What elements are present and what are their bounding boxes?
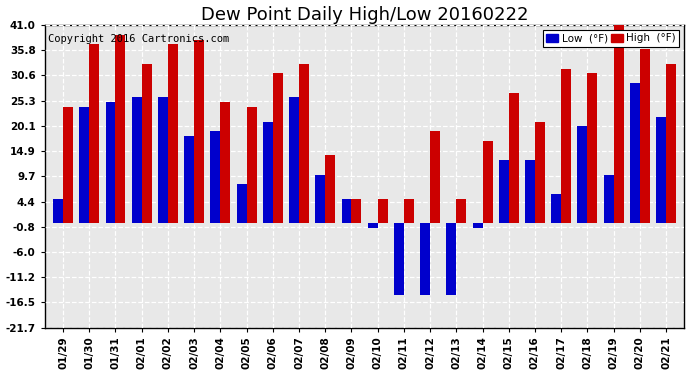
Bar [404, 199, 414, 223]
Bar [273, 74, 283, 223]
Bar [89, 44, 99, 223]
Bar [351, 199, 362, 223]
Bar [656, 117, 666, 223]
Bar [141, 64, 152, 223]
Bar [561, 69, 571, 223]
Bar [499, 160, 509, 223]
Bar [604, 175, 613, 223]
Bar [482, 141, 493, 223]
Bar [237, 184, 246, 223]
Bar [132, 98, 141, 223]
Bar [456, 199, 466, 223]
Bar [53, 199, 63, 223]
Bar [289, 98, 299, 223]
Bar [420, 223, 430, 295]
Bar [446, 223, 456, 295]
Text: Copyright 2016 Cartronics.com: Copyright 2016 Cartronics.com [48, 34, 229, 44]
Bar [325, 155, 335, 223]
Bar [63, 107, 73, 223]
Bar [263, 122, 273, 223]
Bar [630, 83, 640, 223]
Bar [535, 122, 545, 223]
Bar [525, 160, 535, 223]
Bar [509, 93, 519, 223]
Title: Dew Point Daily High/Low 20160222: Dew Point Daily High/Low 20160222 [201, 6, 529, 24]
Bar [587, 74, 598, 223]
Bar [368, 223, 377, 228]
Bar [246, 107, 257, 223]
Bar [210, 131, 220, 223]
Legend: Low  (°F), High  (°F): Low (°F), High (°F) [543, 30, 679, 46]
Bar [315, 175, 325, 223]
Bar [578, 126, 587, 223]
Bar [220, 102, 230, 223]
Bar [342, 199, 351, 223]
Bar [666, 64, 676, 223]
Bar [640, 49, 650, 223]
Bar [394, 223, 404, 295]
Bar [430, 131, 440, 223]
Bar [106, 102, 115, 223]
Bar [551, 194, 561, 223]
Bar [115, 35, 126, 223]
Bar [184, 136, 194, 223]
Bar [299, 64, 309, 223]
Bar [168, 44, 178, 223]
Bar [377, 199, 388, 223]
Bar [79, 107, 89, 223]
Bar [158, 98, 168, 223]
Bar [194, 40, 204, 223]
Bar [473, 223, 482, 228]
Bar [613, 25, 624, 223]
